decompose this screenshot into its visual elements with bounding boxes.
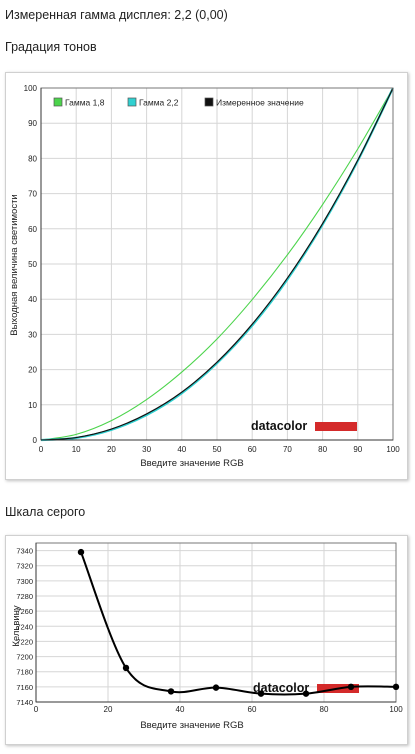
- measured-gamma-summary: Измеренная гамма дисплея: 2,2 (0,00): [5, 8, 228, 22]
- x-tick-label: 20: [107, 445, 116, 454]
- y-tick-label: 30: [28, 330, 37, 339]
- kelvin-data-point: [347, 683, 355, 691]
- tone-gradation-title: Градация тонов: [5, 40, 97, 54]
- series-line-3: [40, 87, 394, 441]
- x-tick-label: 30: [142, 445, 151, 454]
- y-tick-label: 7240: [16, 622, 33, 631]
- y-tick-label: 7200: [16, 653, 33, 662]
- plot-area-frame: [35, 542, 397, 703]
- kelvin-data-point: [167, 688, 175, 695]
- y-tick-label: 7300: [16, 577, 33, 586]
- x-tick-label: 50: [213, 445, 222, 454]
- kelvin-data-point: [302, 690, 310, 697]
- tone-gradation-chart: 0 10 20 30 40 50 60 70 80 90 100 0 10 20 30 40 50 60 70 80 9…: [9, 84, 400, 469]
- kelvin-data-point: [77, 548, 85, 556]
- series-line-1: [40, 87, 394, 441]
- kelvin-data-point: [212, 684, 220, 691]
- x-tick-label: 10: [72, 445, 81, 454]
- y-tick-label: 7140: [16, 698, 33, 707]
- x-axis-label: Введите значение RGB: [140, 720, 243, 731]
- y-tick-label: 10: [28, 401, 37, 410]
- y-tick-label: 7320: [16, 562, 33, 571]
- y-tick-label: 7260: [16, 607, 33, 616]
- y-tick-label: 7160: [16, 683, 33, 692]
- datacolor-logo-text: datacolor: [251, 419, 307, 433]
- legend-swatch: [127, 97, 137, 107]
- y-tick-label: 7180: [16, 668, 33, 677]
- y-tick-label: 50: [28, 260, 37, 269]
- x-tick-label: 0: [34, 705, 39, 714]
- grayscale-chart: 0 20 40 60 80 100 7140 7160 7180 7200 7220 7240 7260…: [11, 542, 403, 731]
- y-tick-label: 100: [24, 84, 38, 93]
- y-axis-label: Выходная величина светимости: [9, 194, 20, 335]
- x-tick-label: 80: [320, 705, 329, 714]
- datacolor-logo-text: datacolor: [253, 681, 309, 695]
- x-axis-label: Введите значение RGB: [140, 458, 243, 469]
- x-tick-label: 0: [39, 445, 44, 454]
- y-tick-label: 40: [28, 295, 37, 304]
- legend-label: Измеренное значение: [216, 98, 304, 108]
- x-tick-label: 70: [283, 445, 292, 454]
- x-tick-label: 40: [177, 445, 186, 454]
- grayscale-title: Шкала серого: [5, 505, 86, 519]
- legend-label: Гамма 2,2: [139, 98, 179, 108]
- y-tick-label: 80: [28, 154, 37, 163]
- kelvin-series-line: [80, 551, 397, 696]
- legend-swatch: [53, 97, 63, 107]
- x-tick-label: 80: [318, 445, 327, 454]
- datacolor-logo-bar: [315, 422, 357, 431]
- x-tick-label: 60: [248, 705, 257, 714]
- y-tick-label: 7220: [16, 637, 33, 646]
- y-axis-label: Кельвину: [11, 605, 22, 647]
- x-tick-label: 60: [248, 445, 257, 454]
- x-tick-label: 20: [104, 705, 113, 714]
- y-tick-label: 90: [28, 119, 37, 128]
- x-tick-label: 100: [389, 705, 403, 714]
- kelvin-data-point: [257, 690, 265, 697]
- legend-swatch: [204, 97, 214, 107]
- y-tick-label: 70: [28, 190, 37, 199]
- tone-gradation-chart-panel: 0 10 20 30 40 50 60 70 80 90 100 0 10 20 30 40 50 60 70 80 9…: [5, 72, 408, 480]
- legend-label: Гамма 1,8: [65, 98, 105, 108]
- grayscale-chart-panel: 0 20 40 60 80 100 7140 7160 7180 7200 7220 7240 7260…: [5, 535, 408, 745]
- y-tick-label: 0: [33, 436, 38, 445]
- kelvin-data-point: [392, 683, 400, 691]
- x-tick-label: 100: [386, 445, 400, 454]
- y-tick-label: 20: [28, 366, 37, 375]
- x-tick-label: 90: [353, 445, 362, 454]
- x-tick-label: 40: [176, 705, 185, 714]
- y-tick-label: 7340: [16, 547, 33, 556]
- y-tick-label: 7280: [16, 592, 33, 601]
- kelvin-data-point: [122, 664, 130, 672]
- y-tick-label: 60: [28, 225, 37, 234]
